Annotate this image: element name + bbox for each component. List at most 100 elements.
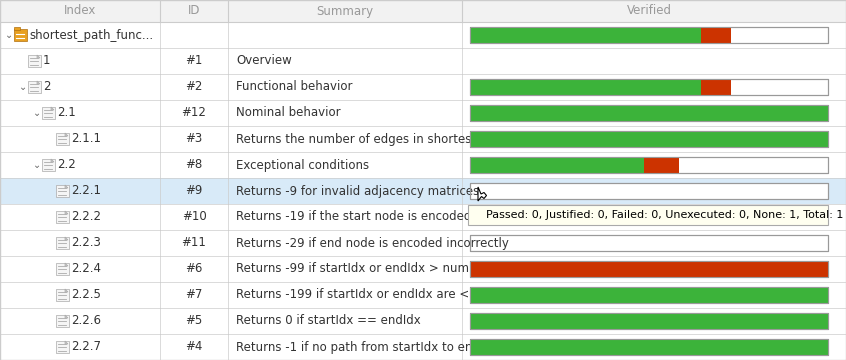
Bar (56, 237, 69, 249)
Bar (0, 48, 846, 74)
Text: #9: #9 (185, 184, 203, 198)
Bar (470, 261, 828, 276)
Text: ID: ID (188, 4, 201, 18)
Bar (470, 287, 828, 302)
Bar (470, 80, 828, 95)
Text: 2.2.3: 2.2.3 (71, 237, 101, 249)
Text: ⌄: ⌄ (5, 30, 13, 40)
Text: Index: Index (63, 4, 96, 18)
Bar (470, 287, 828, 302)
Bar (42, 159, 55, 171)
Text: 2.1: 2.1 (57, 107, 76, 120)
Text: #5: #5 (185, 315, 203, 328)
Bar (470, 157, 828, 172)
Bar (470, 314, 828, 329)
Polygon shape (478, 187, 486, 201)
Bar (28, 81, 41, 93)
Bar (470, 80, 700, 95)
Bar (470, 235, 828, 251)
Bar (0, 152, 846, 178)
Bar (56, 341, 69, 353)
Polygon shape (65, 341, 68, 344)
Text: shortest_path_func...: shortest_path_func... (29, 28, 153, 41)
Bar (56, 315, 69, 327)
Polygon shape (65, 133, 68, 136)
Polygon shape (51, 107, 54, 110)
Text: Returns -99 if startIdx or endIdx > number o...: Returns -99 if startIdx or endIdx > numb… (236, 262, 511, 275)
Text: Returns 0 if startIdx == endIdx: Returns 0 if startIdx == endIdx (236, 315, 420, 328)
Bar (14, 29, 27, 41)
Bar (470, 261, 828, 276)
Bar (470, 105, 828, 121)
Bar (0, 204, 846, 230)
Bar (0, 0, 846, 22)
Bar (470, 27, 700, 42)
Text: Verified: Verified (627, 4, 672, 18)
Text: 2.2.4: 2.2.4 (71, 262, 101, 275)
Bar (470, 314, 828, 329)
Text: 2.2.1: 2.2.1 (71, 184, 101, 198)
Bar (700, 80, 731, 95)
Text: Returns -199 if startIdx or endIdx are < 1: Returns -199 if startIdx or endIdx are <… (236, 288, 481, 302)
Text: 2: 2 (43, 81, 51, 94)
Text: #6: #6 (185, 262, 203, 275)
Text: 1: 1 (43, 54, 51, 68)
Text: Returns -19 if the start node is encoded inco...: Returns -19 if the start node is encoded… (236, 211, 510, 224)
Bar (470, 80, 828, 95)
Text: Passed: 0, Justified: 0, Failed: 0, Unexecuted: 0, None: 1, Total: 1: Passed: 0, Justified: 0, Failed: 0, Unex… (486, 210, 843, 220)
Text: 2.2.5: 2.2.5 (71, 288, 101, 302)
Polygon shape (51, 159, 54, 162)
Polygon shape (65, 289, 68, 292)
Bar (0, 308, 846, 334)
Polygon shape (65, 237, 68, 240)
Bar (0, 256, 846, 282)
Polygon shape (65, 211, 68, 214)
Text: Overview: Overview (236, 54, 292, 68)
Text: Returns -29 if end node is encoded incorrectly: Returns -29 if end node is encoded incor… (236, 237, 509, 249)
Text: Nominal behavior: Nominal behavior (236, 107, 341, 120)
Bar (470, 157, 644, 172)
Text: Summary: Summary (316, 4, 374, 18)
Text: Returns -9 for invalid adjacency matrices: Returns -9 for invalid adjacency matrice… (236, 184, 479, 198)
Bar (0, 74, 846, 100)
Text: ⌄: ⌄ (33, 108, 41, 118)
Text: #1: #1 (185, 54, 203, 68)
Bar (644, 157, 679, 172)
Text: #10: #10 (182, 211, 206, 224)
Bar (42, 107, 55, 119)
Bar (470, 261, 828, 276)
Bar (0, 22, 846, 48)
Text: 2.2: 2.2 (57, 158, 76, 171)
Polygon shape (37, 81, 40, 84)
Bar (0, 100, 846, 126)
Bar (470, 27, 828, 42)
Text: ⌄: ⌄ (33, 160, 41, 170)
Bar (14, 27, 20, 30)
Text: #8: #8 (185, 158, 203, 171)
Polygon shape (65, 185, 68, 188)
Text: 2.2.2: 2.2.2 (71, 211, 101, 224)
Bar (470, 339, 828, 355)
Bar (0, 230, 846, 256)
Bar (470, 157, 828, 172)
Polygon shape (65, 263, 68, 266)
Text: Returns -1 if no path from startIdx to endIdx ...: Returns -1 if no path from startIdx to e… (236, 341, 513, 354)
Bar (56, 133, 69, 145)
Text: Returns the number of edges in shortest pat...: Returns the number of edges in shortest … (236, 132, 511, 145)
Polygon shape (65, 315, 68, 318)
Bar (56, 289, 69, 301)
Text: 2.2.7: 2.2.7 (71, 341, 101, 354)
Text: #7: #7 (185, 288, 203, 302)
Bar (0, 126, 846, 152)
Text: 2.1.1: 2.1.1 (71, 132, 101, 145)
Bar (470, 339, 828, 355)
Bar (470, 105, 828, 121)
Bar (470, 314, 828, 329)
Bar (0, 178, 846, 204)
Bar (28, 55, 41, 67)
Text: #12: #12 (182, 107, 206, 120)
Bar (0, 334, 846, 360)
Text: #2: #2 (185, 81, 203, 94)
Text: #3: #3 (185, 132, 203, 145)
Bar (470, 131, 828, 147)
